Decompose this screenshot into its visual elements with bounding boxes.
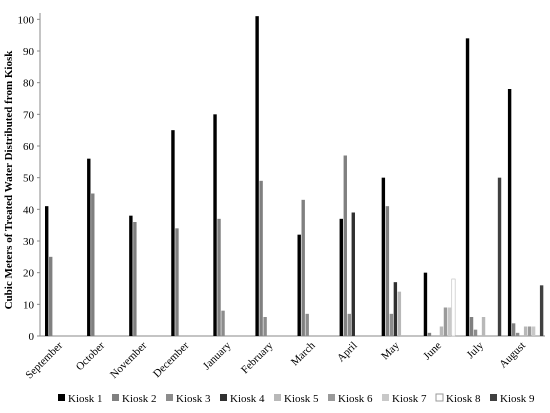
bar — [259, 180, 263, 336]
legend-swatch — [435, 393, 444, 402]
bar — [87, 158, 91, 336]
y-tick-label: 30 — [23, 236, 35, 248]
y-tick-label: 10 — [23, 299, 35, 311]
legend-label: Kiosk 4 — [230, 393, 265, 405]
bar — [397, 291, 402, 336]
legend-label: Kiosk 3 — [176, 393, 211, 405]
legend-swatch — [220, 394, 227, 401]
bar — [497, 177, 502, 336]
x-tick-label: August — [497, 340, 528, 371]
y-tick-label: 50 — [23, 173, 35, 185]
legend-label: Kiosk 5 — [284, 393, 319, 405]
x-tick-label: February — [239, 339, 276, 376]
bar — [129, 215, 133, 336]
bar — [447, 307, 452, 336]
bar — [171, 130, 175, 336]
bar — [347, 313, 351, 336]
x-tick-label: April — [335, 340, 360, 365]
bar — [305, 313, 309, 336]
bar — [133, 222, 137, 336]
bar — [217, 218, 221, 336]
bar — [451, 278, 456, 337]
bar — [297, 234, 301, 336]
bar — [469, 317, 474, 336]
y-tick-label: 20 — [23, 268, 35, 280]
legend-swatch — [112, 394, 119, 401]
y-axis-label: Cubic Meters of Treated Water Distribute… — [3, 50, 15, 310]
bar — [301, 199, 305, 336]
bar — [507, 89, 512, 336]
legend-label: Kiosk 2 — [122, 393, 157, 405]
legend-swatch — [274, 394, 281, 401]
bar — [465, 38, 470, 336]
bar — [339, 218, 343, 336]
y-tick-label: 70 — [23, 109, 35, 121]
bar — [45, 206, 49, 336]
bar — [385, 206, 390, 336]
bar — [511, 323, 516, 336]
bar — [49, 256, 53, 336]
bar — [427, 332, 432, 336]
y-tick-label: 60 — [23, 141, 35, 153]
bar — [473, 329, 478, 336]
y-tick-label: 0 — [29, 331, 35, 343]
legend-swatch — [58, 394, 65, 401]
bar — [343, 155, 347, 336]
x-tick-label: June — [421, 340, 444, 363]
bar — [263, 317, 267, 336]
bar — [389, 313, 394, 336]
bar — [527, 326, 532, 336]
bar — [423, 272, 428, 336]
bar — [515, 332, 520, 336]
bar — [255, 16, 259, 337]
x-tick-label: October — [74, 339, 108, 373]
bar — [91, 193, 95, 336]
bar — [351, 212, 355, 336]
bar — [531, 326, 536, 336]
legend-swatch — [490, 394, 497, 401]
x-tick-label: September — [23, 339, 65, 381]
legend-swatch — [382, 394, 389, 401]
y-tick-label: 40 — [23, 204, 35, 216]
legend-label: Kiosk 1 — [68, 393, 103, 405]
bar — [439, 326, 444, 336]
bar — [539, 285, 544, 336]
legend-swatch — [328, 394, 335, 401]
legend-label: Kiosk 9 — [500, 393, 535, 405]
y-tick-label: 80 — [23, 78, 35, 90]
bar — [481, 317, 486, 336]
bar — [221, 310, 225, 336]
legend-label: Kiosk 8 — [446, 393, 481, 405]
bar — [443, 307, 448, 336]
x-tick-label: December — [151, 339, 192, 380]
bar — [175, 228, 179, 336]
bar — [381, 177, 386, 336]
x-tick-label: July — [465, 339, 487, 361]
legend-label: Kiosk 7 — [392, 393, 427, 405]
bar — [393, 282, 398, 336]
legend-swatch — [166, 394, 173, 401]
bar — [213, 114, 217, 336]
legend-label: Kiosk 6 — [338, 393, 373, 405]
x-tick-label: November — [108, 339, 150, 381]
x-tick-label: March — [289, 339, 318, 368]
bar — [523, 326, 528, 336]
x-tick-label: January — [201, 339, 234, 372]
x-tick-label: May — [379, 339, 402, 362]
y-tick-label: 100 — [18, 14, 35, 26]
y-tick-label: 90 — [23, 46, 35, 58]
